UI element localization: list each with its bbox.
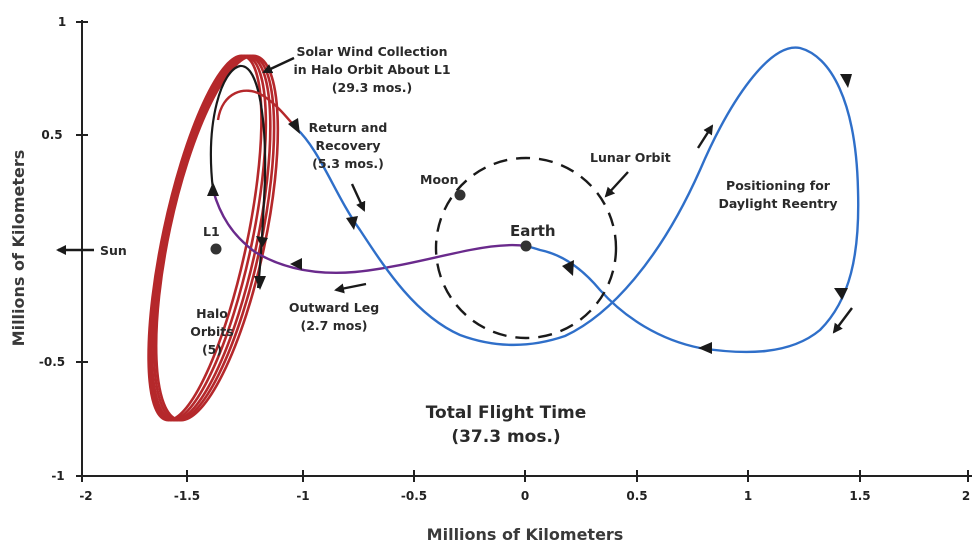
arrowhead: [207, 182, 219, 196]
earth-label: Earth: [510, 222, 556, 240]
arrowhead: [834, 288, 848, 300]
x-axis-title: Millions of Kilometers: [427, 525, 624, 544]
arrowhead: [698, 342, 712, 354]
moon-dot: [454, 189, 466, 201]
y-tick-label: -0.5: [39, 355, 65, 369]
x-tick-label: 1: [744, 489, 752, 503]
lunar-orbit-label: Lunar Orbit: [590, 150, 671, 165]
lunar-orbit-circle: [434, 156, 618, 340]
arrowhead: [346, 216, 358, 230]
arrowhead: [254, 276, 266, 290]
outward-leg-path: [211, 189, 527, 275]
solar-wind-label-3: (29.3 mos.): [332, 80, 412, 95]
arrowhead: [840, 74, 852, 88]
l1-label: L1: [203, 224, 220, 239]
arrowhead: [288, 118, 300, 134]
halo-label-1: Halo: [196, 306, 228, 321]
path-arrowheads: [207, 74, 852, 354]
total-flight-label-1: Total Flight Time: [426, 403, 587, 423]
solar-wind-label-1: Solar Wind Collection: [296, 44, 447, 59]
arrowhead: [290, 258, 302, 270]
return-arrow: [350, 183, 366, 212]
x-tick-label: -1.5: [174, 489, 200, 503]
return-start-path: [216, 89, 297, 129]
x-tick-label: 1.5: [849, 489, 870, 503]
y-tick-label: -1: [51, 469, 64, 483]
positioning-arrow-up: [696, 124, 714, 149]
positioning-arrow-down: [832, 307, 853, 334]
callout-arrows: [56, 56, 853, 334]
x-tick-label: -0.5: [401, 489, 427, 503]
axes: 1 0.5 -0.5 -1 -2 -1.5 -1 -0.5 0 0.5 1 1.…: [9, 15, 972, 544]
l1-dot: [210, 243, 222, 255]
moon-label: Moon: [420, 172, 459, 187]
x-tick-label: 2: [962, 489, 970, 503]
total-flight-label-2: (37.3 mos.): [451, 427, 560, 447]
sun-label: Sun: [100, 243, 127, 258]
lunar-orbit-arrow: [604, 171, 629, 198]
halo-orbits: [147, 54, 280, 422]
halo-label-3: (5): [202, 342, 222, 357]
y-tick-label: 0.5: [41, 128, 62, 142]
return-recovery-path: [295, 46, 860, 354]
outward-label-2: (2.7 mos): [301, 318, 368, 333]
arrowhead: [256, 236, 268, 248]
arrowhead: [562, 260, 574, 276]
y-tick-label: 1: [58, 15, 66, 29]
positioning-label-1: Positioning for: [726, 178, 831, 193]
y-axis-title: Millions of Kilometers: [9, 150, 28, 347]
solar-wind-label-2: in Halo Orbit About L1: [293, 62, 450, 77]
halo-label-2: Orbits: [190, 324, 233, 339]
x-tick-label: -1: [296, 489, 309, 503]
earth-dot: [520, 240, 532, 252]
x-tick-label: 0: [521, 489, 529, 503]
x-tick-label: 0.5: [626, 489, 647, 503]
x-ticks: [81, 470, 969, 482]
x-tick-label: -2: [79, 489, 92, 503]
return-label-2: Recovery: [315, 138, 380, 153]
outward-arrow: [334, 282, 367, 294]
positioning-label-2: Daylight Reentry: [718, 196, 837, 211]
outward-label-1: Outward Leg: [289, 300, 379, 315]
solar-wind-arrow: [262, 56, 295, 74]
halo-orbit: [154, 54, 280, 422]
return-label-3: (5.3 mos.): [312, 156, 384, 171]
return-label-1: Return and: [309, 120, 388, 135]
